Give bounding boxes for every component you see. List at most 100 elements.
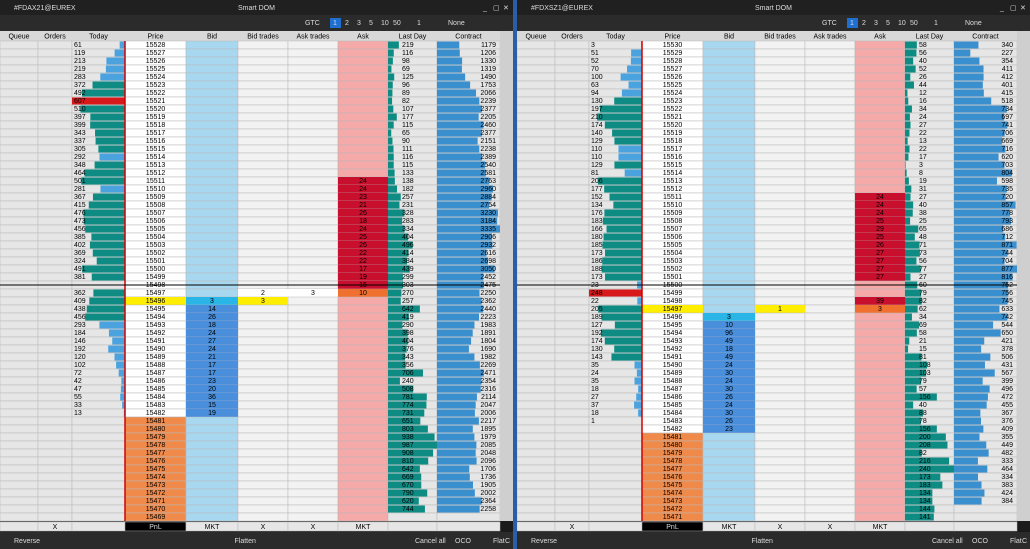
cell	[754, 120, 806, 130]
cell	[854, 104, 906, 114]
size-button[interactable]: 10	[898, 20, 906, 27]
window-button[interactable]: _	[482, 5, 487, 12]
today-bar	[601, 313, 642, 321]
last-day-bar	[905, 113, 910, 121]
footer-button[interactable]: Flat	[1010, 538, 1022, 545]
footer-button[interactable]: Cancel all	[932, 538, 963, 545]
contract-bar	[437, 465, 470, 473]
bracket[interactable]: None	[448, 20, 465, 27]
bottom-action[interactable]: X	[53, 524, 58, 531]
today-bar	[614, 345, 642, 353]
cell	[237, 144, 289, 154]
cell	[0, 208, 39, 218]
bottom-action[interactable]: MKT	[205, 524, 221, 531]
size-button[interactable]: 5	[886, 20, 890, 27]
price: 15508	[663, 218, 683, 225]
cell	[754, 200, 806, 210]
size-button[interactable]: 5	[369, 20, 373, 27]
price: 15514	[146, 154, 166, 161]
last-day-bar	[388, 265, 410, 273]
today-bar	[72, 97, 125, 105]
footer-button[interactable]: Flatten	[752, 538, 774, 545]
last-day-value: 65	[919, 226, 927, 233]
column-header: Ask trades	[296, 33, 330, 40]
today-value: 501	[74, 178, 86, 185]
last-day-value: 116	[402, 154, 413, 161]
bid-cell	[186, 393, 238, 401]
symbol[interactable]: #FDXSZ1@EUREX	[531, 5, 593, 12]
contract-bar	[954, 385, 990, 393]
bottom-action[interactable]: X	[261, 524, 266, 531]
last-day-bar	[388, 489, 428, 497]
cell	[287, 472, 339, 482]
bottom-action[interactable]: MKT	[722, 524, 738, 531]
bottom-action[interactable]: X	[828, 524, 833, 531]
footer-button[interactable]: Reverse	[531, 538, 557, 545]
contract-bar	[437, 41, 460, 49]
size-button[interactable]: 2	[862, 20, 866, 27]
size-button[interactable]: 3	[874, 20, 878, 27]
tif[interactable]: GTC	[305, 20, 320, 27]
cell	[337, 368, 389, 378]
footer-button[interactable]: OCO	[455, 538, 472, 545]
size-button[interactable]: 50	[910, 20, 918, 27]
bottom-action[interactable]: PnL	[666, 524, 679, 531]
bracket[interactable]: None	[965, 20, 982, 27]
last-day-value: 404	[402, 234, 414, 241]
cell	[185, 184, 239, 194]
today-value: 177	[591, 186, 603, 193]
bottom-action[interactable]: X	[311, 524, 316, 531]
size-button[interactable]: 10	[381, 20, 389, 27]
bottom-action[interactable]: X	[778, 524, 783, 531]
footer-button[interactable]: C	[1022, 538, 1027, 545]
size-button[interactable]: 50	[393, 20, 401, 27]
size-button[interactable]: 1	[333, 20, 337, 27]
window-button[interactable]: ✕	[503, 5, 509, 12]
footer-button[interactable]: Cancel all	[415, 538, 446, 545]
cell	[185, 48, 239, 58]
bottom-action[interactable]: PnL	[149, 524, 162, 531]
contract-bar	[954, 273, 1013, 281]
symbol[interactable]: #FDAX21@EUREX	[14, 5, 76, 12]
window-button[interactable]: _	[999, 5, 1004, 12]
bottom-action[interactable]: X	[570, 524, 575, 531]
cell	[702, 168, 756, 178]
today-value: 13	[74, 410, 82, 417]
footer-button[interactable]: Flat	[493, 538, 505, 545]
size-button[interactable]: 2	[345, 20, 349, 27]
tif[interactable]: GTC	[822, 20, 837, 27]
last-day-value: 156	[919, 426, 931, 433]
cell	[804, 296, 856, 306]
size-button[interactable]: 3	[357, 20, 361, 27]
today-bar	[91, 273, 125, 281]
cell	[287, 512, 339, 522]
contract-value: 1979	[480, 434, 496, 441]
today-value: 492	[74, 90, 86, 97]
bottom-action[interactable]: MKT	[873, 524, 889, 531]
contract-value: 472	[1001, 394, 1013, 401]
contract-bar	[954, 249, 1008, 257]
cell	[0, 224, 39, 234]
size-button[interactable]: 1	[850, 20, 854, 27]
window-button[interactable]: ✕	[1020, 5, 1026, 12]
cell	[287, 120, 339, 130]
bid-value: 36	[208, 394, 216, 401]
contract-bar	[437, 137, 478, 145]
footer-button[interactable]: Reverse	[14, 538, 40, 545]
cell	[754, 376, 806, 386]
qty[interactable]: 1	[417, 20, 421, 27]
cell	[804, 256, 856, 266]
bottom-action[interactable]: MKT	[356, 524, 372, 531]
qty[interactable]: 1	[934, 20, 938, 27]
footer-button[interactable]: OCO	[972, 538, 989, 545]
cell	[554, 256, 590, 266]
cell	[337, 168, 389, 178]
contract-bar	[437, 401, 476, 409]
last-day-bar	[905, 321, 920, 329]
footer-button[interactable]: Flatten	[235, 538, 257, 545]
window-button[interactable]: ▢	[493, 5, 500, 12]
today-value: 206	[591, 178, 603, 185]
window-button[interactable]: ▢	[1010, 5, 1017, 12]
contract-value: 2239	[480, 98, 496, 105]
footer-button[interactable]: C	[505, 538, 510, 545]
